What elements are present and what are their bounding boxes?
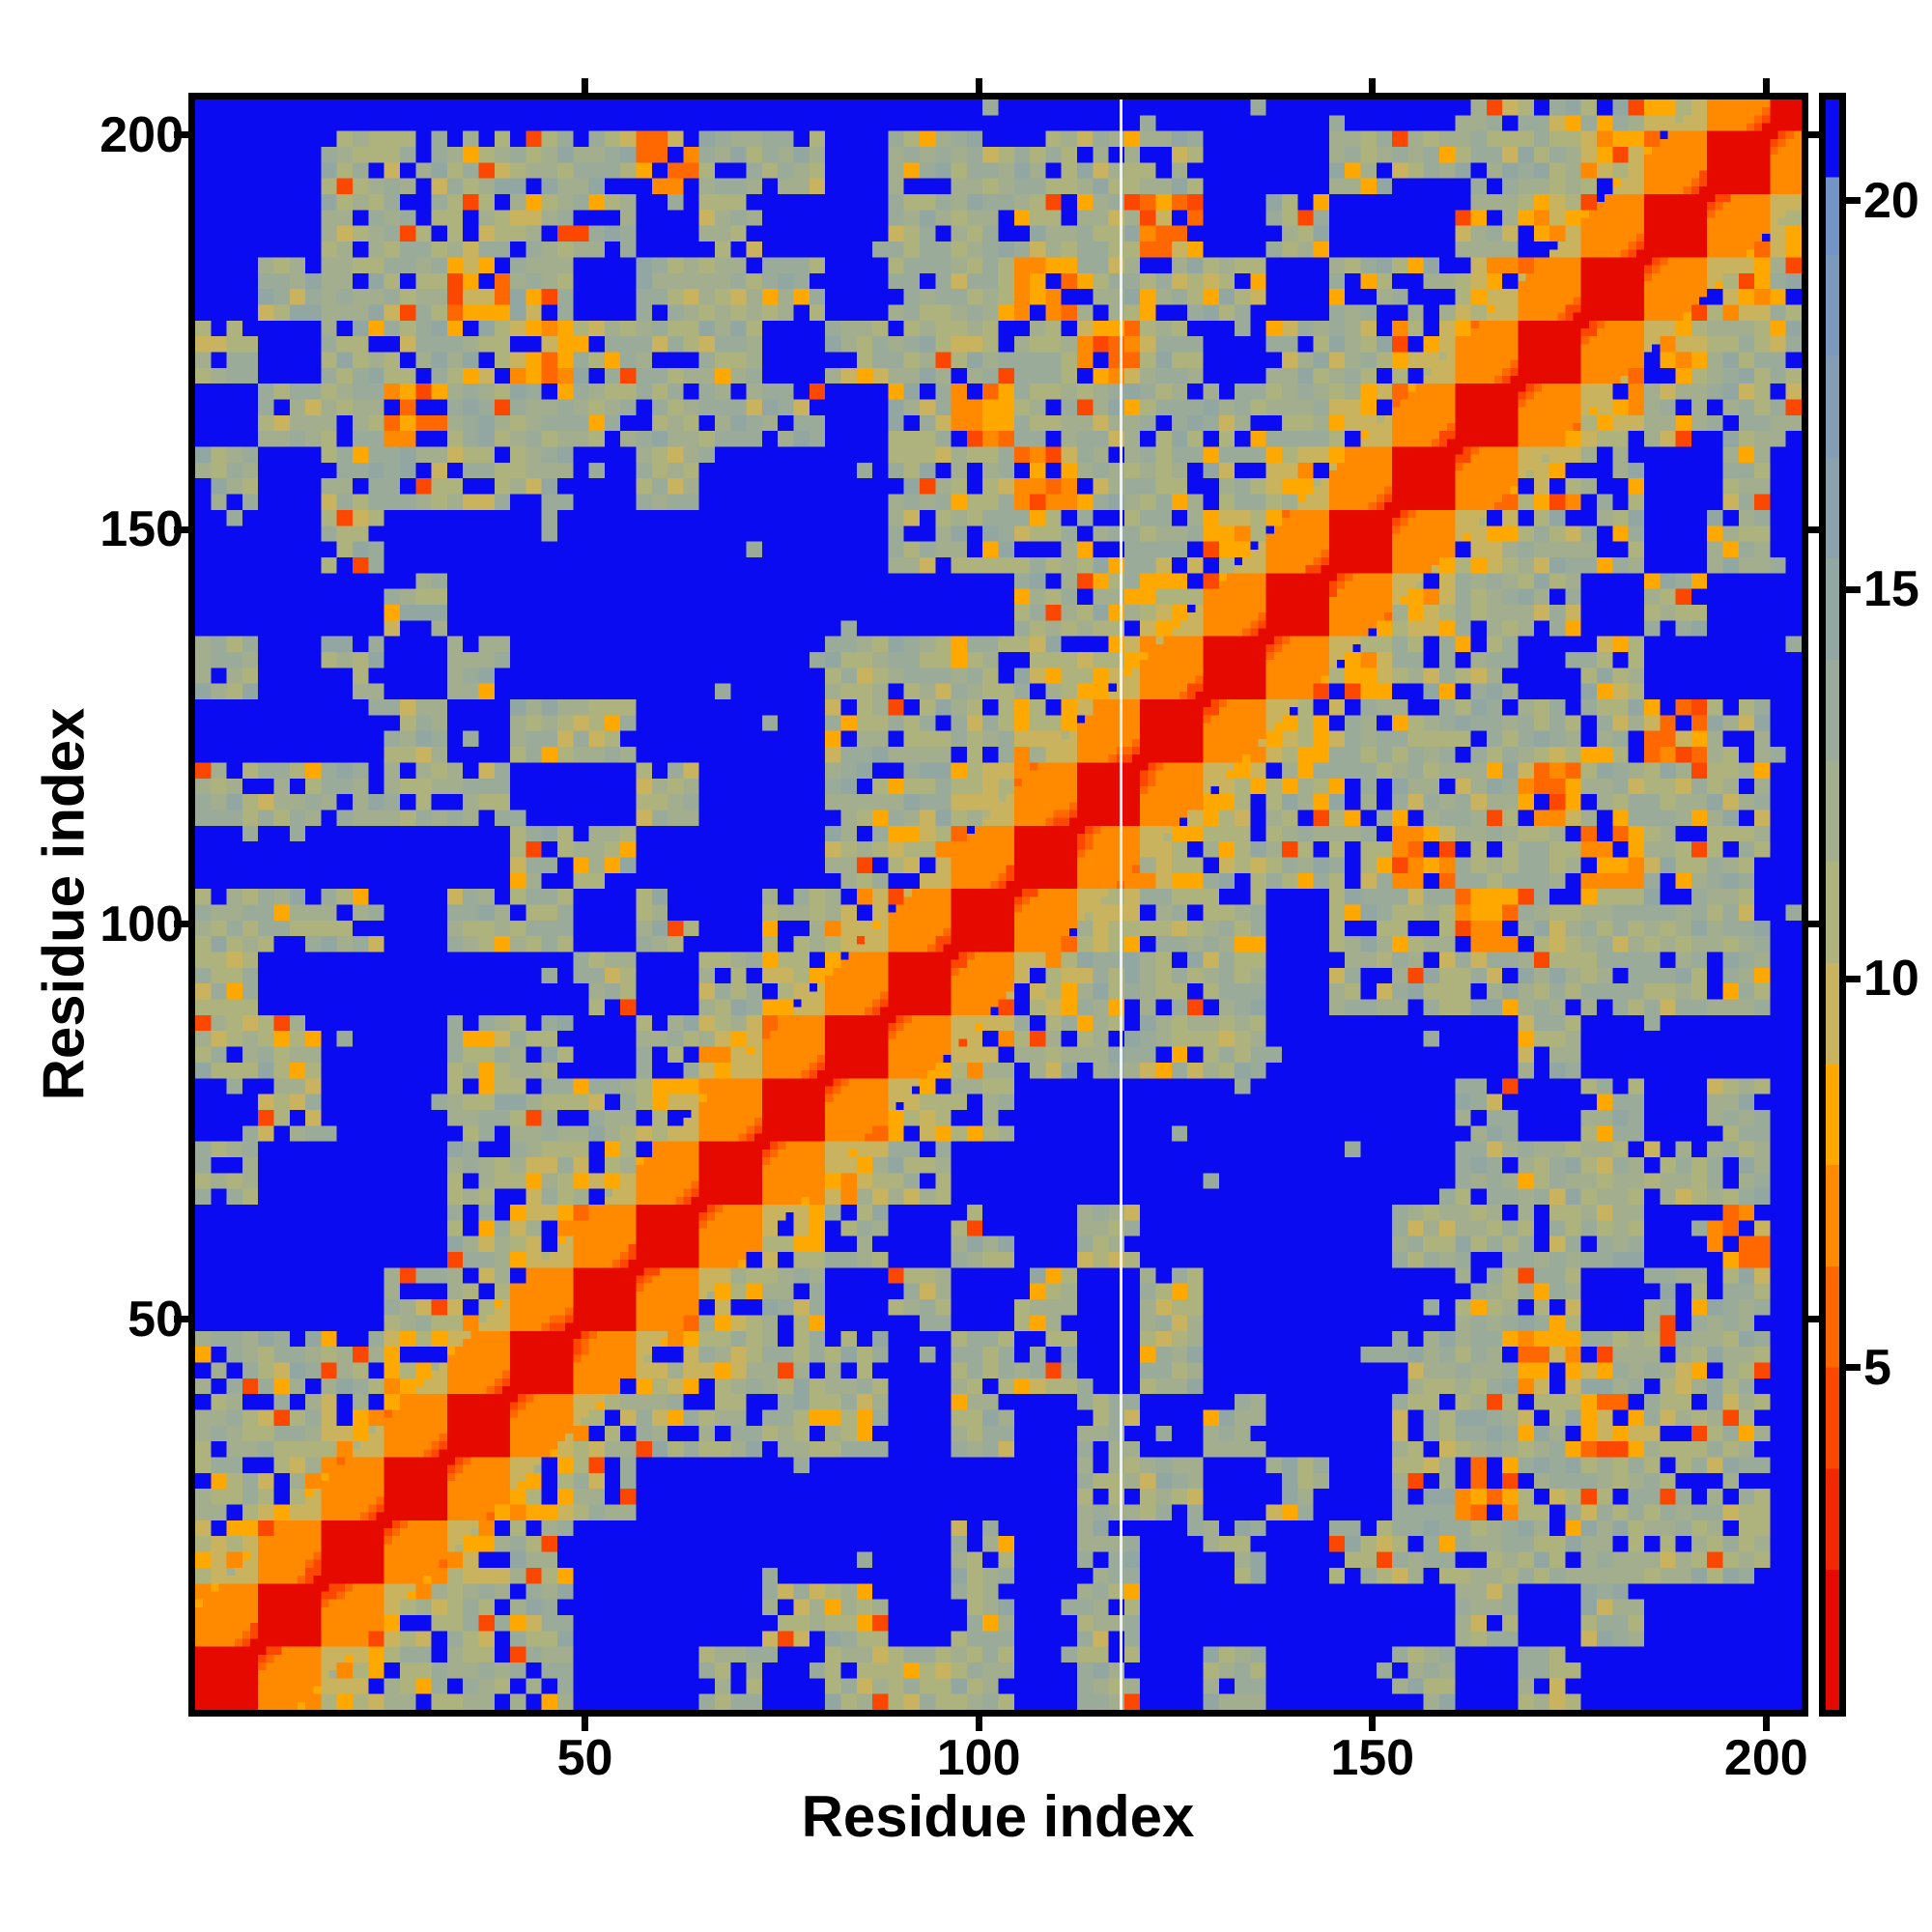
x-tick-top-50 [582, 78, 589, 93]
y-tick-left-100 [174, 921, 188, 928]
y-tick-left-150 [174, 526, 188, 533]
x-tick-bottom-150 [1369, 1717, 1377, 1731]
x-axis-title: Residue index [801, 1784, 1195, 1849]
y-tick-label-100: 100 [99, 895, 184, 952]
y-tick-label-50: 50 [128, 1291, 184, 1348]
colorbar-tick-15 [1846, 585, 1861, 593]
colorbar-tick-label-5: 5 [1863, 1339, 1891, 1396]
x-tick-label-150: 150 [1330, 1730, 1415, 1786]
colorbar-tick-5 [1846, 1364, 1861, 1372]
y-tick-right-100 [1808, 921, 1822, 928]
x-tick-top-100 [975, 78, 982, 93]
x-tick-top-200 [1762, 78, 1770, 93]
x-tick-bottom-100 [975, 1717, 982, 1731]
x-tick-label-50: 50 [556, 1730, 613, 1786]
colorbar-gradient [1826, 99, 1839, 1710]
x-tick-top-150 [1369, 78, 1377, 93]
y-tick-left-200 [174, 131, 188, 139]
colorbar-tick-label-15: 15 [1863, 561, 1919, 618]
colorbar-tick-20 [1846, 197, 1861, 205]
x-tick-label-200: 200 [1723, 1730, 1808, 1786]
y-tick-label-200: 200 [99, 106, 184, 163]
colorbar-tick-label-10: 10 [1863, 951, 1919, 1007]
x-tick-bottom-50 [582, 1717, 589, 1731]
artifact-line [1119, 99, 1122, 1710]
colorbar [1819, 93, 1846, 1717]
y-tick-right-150 [1808, 526, 1822, 533]
colorbar-tick-10 [1846, 975, 1861, 982]
y-tick-label-150: 150 [99, 501, 184, 558]
heatmap-canvas [195, 99, 1802, 1710]
y-axis-title: Residue index [31, 707, 97, 1101]
y-tick-left-50 [174, 1316, 188, 1322]
x-tick-bottom-200 [1762, 1717, 1770, 1731]
colorbar-tick-label-20: 20 [1863, 172, 1919, 229]
y-tick-right-50 [1808, 1316, 1822, 1322]
y-tick-right-200 [1808, 131, 1822, 139]
x-tick-label-100: 100 [936, 1730, 1021, 1786]
